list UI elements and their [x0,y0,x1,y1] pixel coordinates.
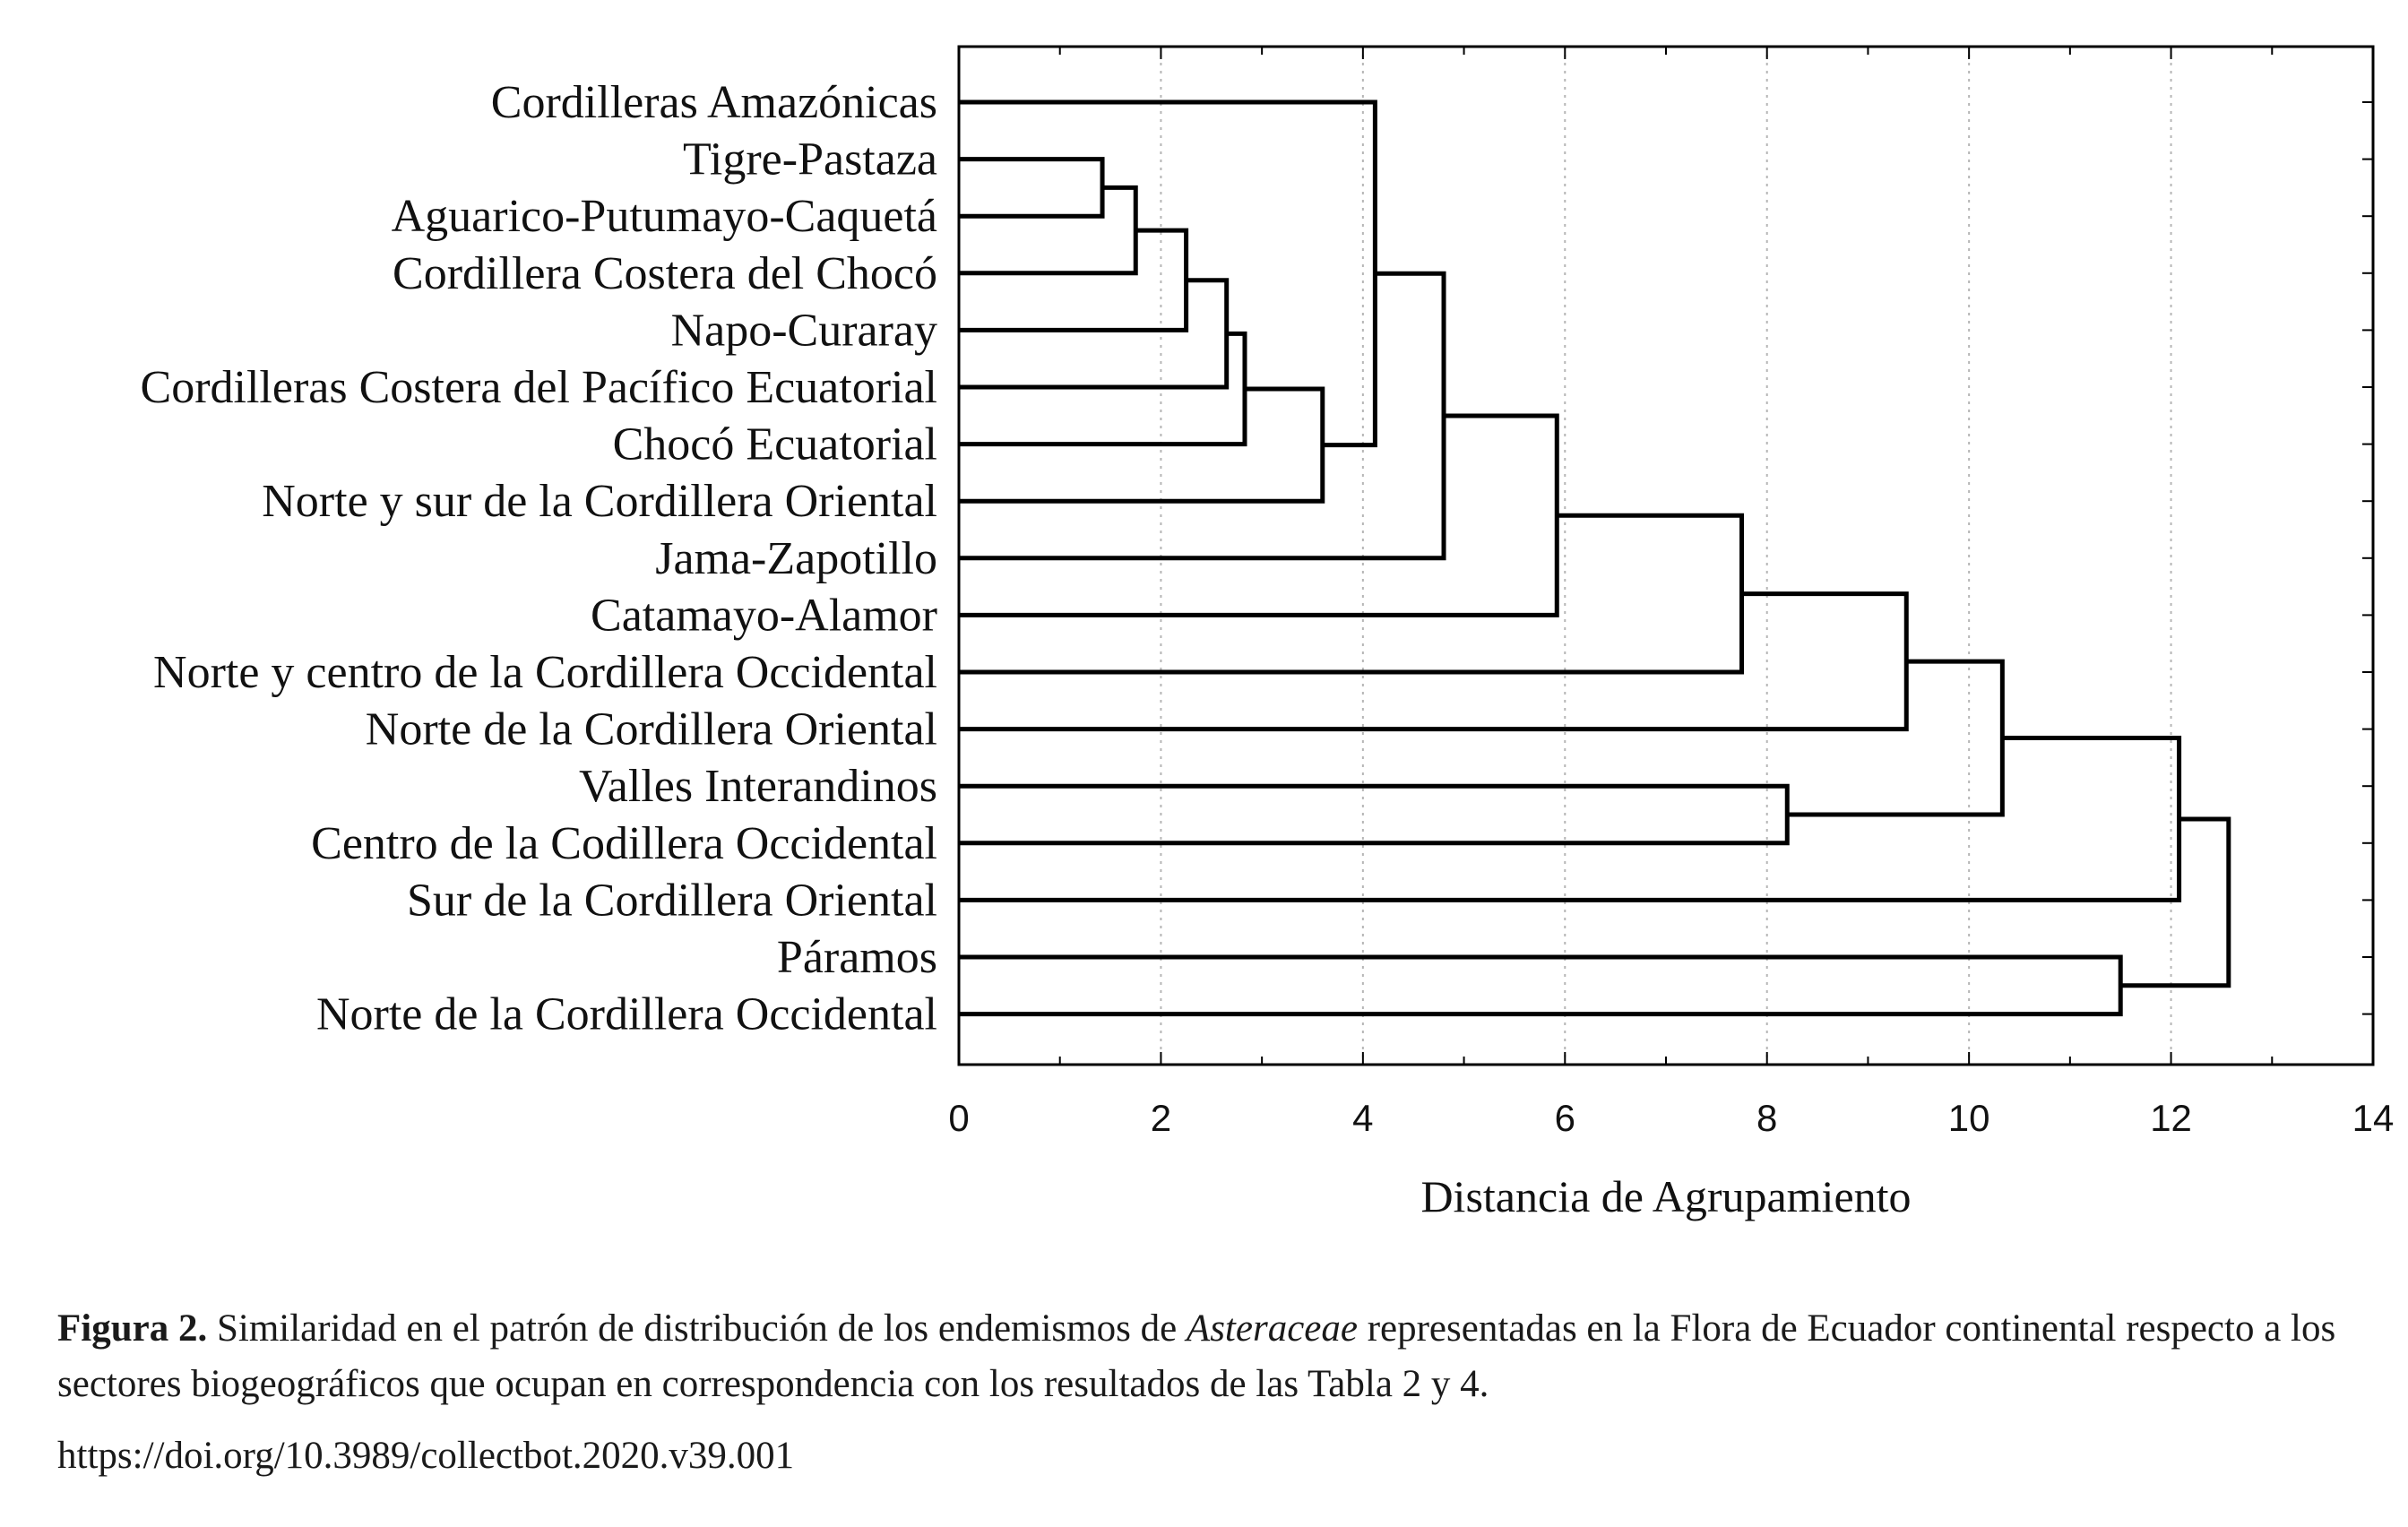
leaf-label: Centro de la Codillera Occidental [311,818,937,869]
dendrogram-branch [959,157,1105,219]
x-tick-label-4: 4 [1352,1097,1373,1139]
dendrogram-branch [959,386,1325,504]
leaf-label: Napo-Curaray [671,305,937,356]
leaf-label: Valles Interandinos [579,761,937,812]
x-tick-label-12: 12 [2150,1097,2192,1139]
leaf-label: Chocó Ecuatorial [613,419,937,470]
dendrogram-branch [959,783,1790,846]
leaf-label: Jama-Zapotillo [655,533,937,584]
leaf-label: Cordilleras Costera del Pacífico Ecuator… [141,362,937,413]
x-axis-label: Distancia de Agrupamiento [1420,1171,1911,1221]
x-tick-label-2: 2 [1151,1097,1171,1139]
dendrogram-branches [959,99,2231,1017]
dendrogram-branch [2120,816,2231,988]
dendrogram-branch [959,278,1230,390]
leaf-label: Cordilleras Amazónicas [491,77,937,128]
leaf-label: Sur de la Cordillera Oriental [407,875,937,926]
dendrogram-branch [1787,659,2005,817]
x-tick-label-10: 10 [1948,1097,1990,1139]
figure-caption: Figura 2. Similaridad en el patrón de di… [57,1301,2352,1412]
leaf-label: Aguarico-Putumayo-Caquetá [392,191,937,242]
leaf-labels: Cordilleras Amazónicas Tigre-Pastaza Aguar… [141,77,937,1040]
dendrogram-branch [959,331,1247,447]
x-tick-label-6: 6 [1555,1097,1575,1139]
axis-ticks [958,47,2374,1065]
doi-link-text: https://doi.org/10.3989/collectbot.2020.… [57,1435,795,1477]
leaf-label: Norte y centro de la Cordillera Occident… [153,647,937,698]
dendrogram-branch [959,185,1138,276]
leaf-label: Cordillera Costera del Chocó [393,248,937,299]
leaf-label: Norte de la Cordillera Occidental [316,989,937,1040]
dendrogram-branch [959,954,2123,1017]
x-tick-label-0: 0 [948,1097,969,1139]
caption-label: Figura 2. [57,1307,208,1350]
leaf-label: Norte y sur de la Cordillera Oriental [262,476,937,527]
leaf-label: Tigre-Pastaza [683,134,937,185]
grid-lines [1160,47,2172,1065]
caption-text-after: representadas en la Flora de Ecuador con… [57,1307,2336,1405]
x-tick-label-8: 8 [1756,1097,1777,1139]
caption-italic-taxon: Asteraceae [1186,1307,1358,1350]
caption-text-before: Similaridad en el patrón de distribución… [207,1307,1187,1350]
dendrogram-branch [959,513,1745,675]
dendrogram-branch [959,736,2182,902]
x-tick-labels: 0 2 4 6 8 10 12 14 [948,1097,2394,1139]
dendrogram-branch [959,99,1377,448]
leaf-label: Norte de la Cordillera Oriental [366,704,937,755]
leaf-label: Catamayo-Alamor [591,590,937,641]
plot-frame [957,45,2375,1066]
x-tick-label-14: 14 [2352,1097,2395,1139]
leaf-label: Páramos [777,932,937,983]
dendrogram-chart: Cordilleras Amazónicas Tigre-Pastaza Aguar… [141,45,2394,1221]
dendrogram-branch [959,271,1446,561]
dendrogram-branch [959,228,1189,332]
